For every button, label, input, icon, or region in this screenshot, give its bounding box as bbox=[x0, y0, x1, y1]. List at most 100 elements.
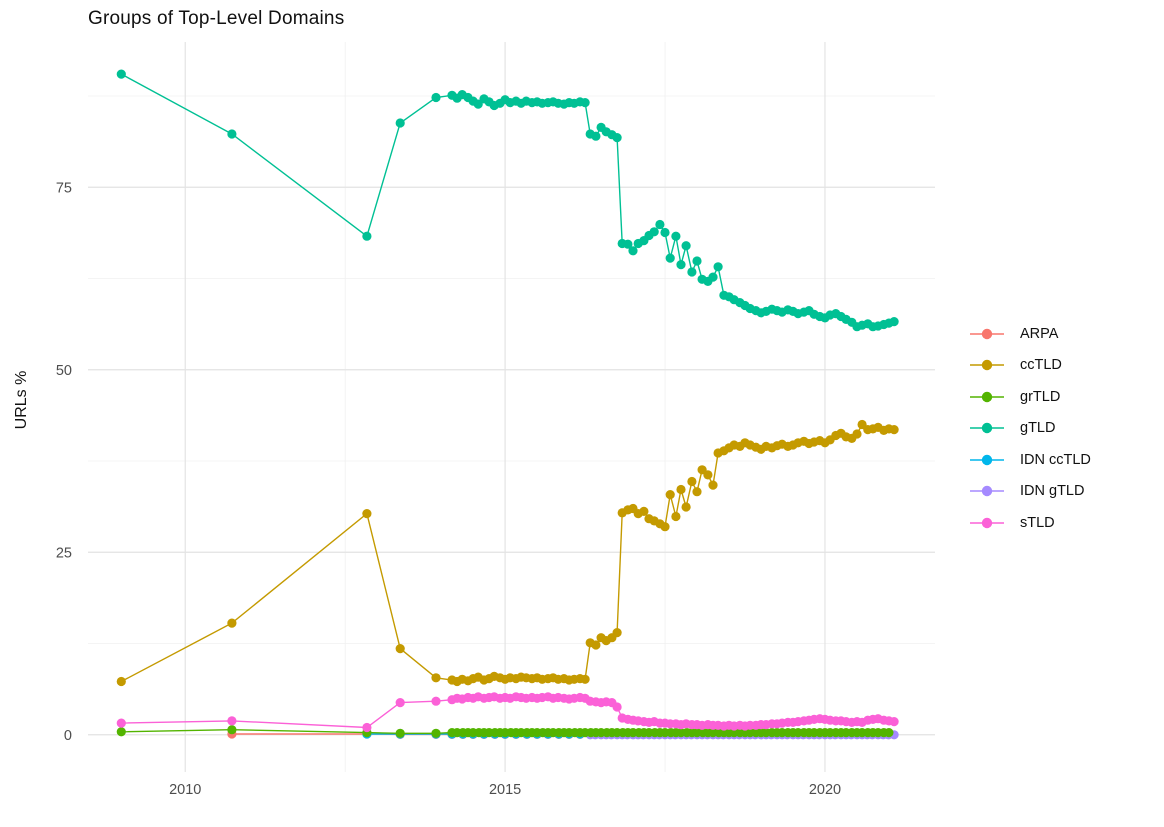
legend-key-dot bbox=[981, 454, 993, 465]
data-point bbox=[395, 644, 405, 654]
series-stld bbox=[116, 692, 899, 733]
legend-key-icon bbox=[970, 517, 1004, 528]
y-tick-label: 25 bbox=[56, 545, 72, 561]
series-line bbox=[120, 423, 895, 683]
data-point bbox=[628, 246, 638, 256]
x-tick-label: 2010 bbox=[169, 782, 201, 798]
data-point bbox=[116, 718, 126, 728]
legend-key-dot bbox=[981, 391, 993, 402]
data-point bbox=[665, 490, 675, 500]
legend-label: gTLD bbox=[1020, 420, 1056, 437]
legend-label: IDN ccTLD bbox=[1020, 451, 1091, 468]
x-tick-label: 2020 bbox=[809, 782, 841, 798]
legend-label: grTLD bbox=[1020, 388, 1061, 405]
data-point bbox=[681, 502, 691, 512]
data-point bbox=[227, 716, 237, 726]
series-line bbox=[120, 73, 895, 328]
y-axis-title: URLs % bbox=[13, 371, 30, 430]
data-point bbox=[623, 239, 633, 249]
legend-key-icon bbox=[970, 454, 1004, 465]
legend-item-arpa: ARPA bbox=[968, 318, 1091, 350]
legend-key-icon bbox=[970, 423, 1004, 434]
legend-label: sTLD bbox=[1020, 514, 1055, 531]
legend-item-cctld: ccTLD bbox=[968, 350, 1091, 382]
legend-key-icon bbox=[970, 328, 1004, 339]
data-point bbox=[703, 470, 713, 480]
legend-key-icon bbox=[970, 486, 1004, 497]
data-point bbox=[227, 129, 237, 139]
data-point bbox=[116, 727, 126, 737]
data-point bbox=[692, 256, 702, 266]
data-point bbox=[591, 640, 601, 650]
data-point bbox=[612, 702, 622, 712]
data-point bbox=[665, 253, 675, 263]
legend-label: ccTLD bbox=[1020, 357, 1062, 374]
legend-item-gtld: gTLD bbox=[968, 413, 1091, 445]
data-point bbox=[676, 484, 686, 495]
data-point bbox=[713, 262, 723, 272]
legend-item-stld: sTLD bbox=[968, 507, 1091, 539]
series-cctld bbox=[116, 419, 899, 687]
series-grtld bbox=[116, 725, 894, 738]
data-point bbox=[660, 522, 670, 532]
data-point bbox=[692, 487, 702, 497]
data-point bbox=[362, 231, 372, 241]
data-point bbox=[431, 673, 441, 683]
y-tick-label: 0 bbox=[64, 728, 72, 744]
data-point bbox=[227, 618, 237, 628]
data-point bbox=[687, 476, 697, 487]
y-tick-label: 50 bbox=[56, 363, 72, 379]
data-point bbox=[431, 728, 441, 738]
data-point bbox=[687, 267, 697, 277]
legend-key-dot bbox=[981, 517, 993, 528]
data-point bbox=[580, 98, 590, 108]
data-point bbox=[431, 92, 441, 103]
data-point bbox=[681, 241, 691, 251]
x-tick-label: 2015 bbox=[489, 782, 521, 798]
legend-key-icon bbox=[970, 391, 1004, 402]
data-point bbox=[889, 425, 899, 435]
series-gtld bbox=[116, 69, 899, 332]
data-point bbox=[580, 674, 590, 684]
legend-key-dot bbox=[981, 328, 993, 339]
data-point bbox=[655, 219, 665, 230]
data-point bbox=[639, 506, 649, 516]
legend-key-icon bbox=[970, 360, 1004, 371]
data-point bbox=[395, 728, 405, 738]
data-point bbox=[671, 231, 681, 241]
data-point bbox=[708, 480, 718, 490]
legend-key-dot bbox=[981, 423, 993, 434]
data-point bbox=[116, 69, 126, 79]
legend-key-dot bbox=[981, 360, 993, 371]
data-point bbox=[852, 429, 862, 439]
data-point bbox=[591, 131, 601, 141]
legend-item-grtld: grTLD bbox=[968, 381, 1091, 413]
y-tick-label: 75 bbox=[56, 180, 72, 196]
data-point bbox=[649, 227, 659, 237]
legend-key-dot bbox=[981, 486, 993, 497]
legend-label: IDN gTLD bbox=[1020, 483, 1085, 500]
legend-item-idn-gtld: IDN gTLD bbox=[968, 476, 1091, 508]
data-point bbox=[889, 317, 899, 327]
data-point bbox=[612, 133, 622, 143]
legend-item-idn-cctld: IDN ccTLD bbox=[968, 444, 1091, 476]
data-point bbox=[889, 717, 899, 727]
data-point bbox=[708, 272, 718, 282]
data-point bbox=[395, 118, 405, 128]
data-point bbox=[362, 508, 372, 519]
data-point bbox=[227, 725, 237, 735]
chart-title: Groups of Top-Level Domains bbox=[88, 8, 345, 29]
legend-label: ARPA bbox=[1020, 325, 1059, 342]
data-point bbox=[395, 698, 405, 708]
data-point bbox=[671, 511, 681, 522]
legend: ARPA ccTLD grTLD gTLD IDN ccTLD IDN gTLD sTLD bbox=[968, 318, 1091, 539]
data-point bbox=[612, 628, 622, 638]
data-point bbox=[884, 728, 894, 738]
data-point bbox=[362, 722, 372, 733]
data-point bbox=[431, 696, 441, 706]
data-point bbox=[676, 260, 686, 270]
data-point bbox=[660, 227, 670, 238]
data-point bbox=[116, 676, 126, 687]
